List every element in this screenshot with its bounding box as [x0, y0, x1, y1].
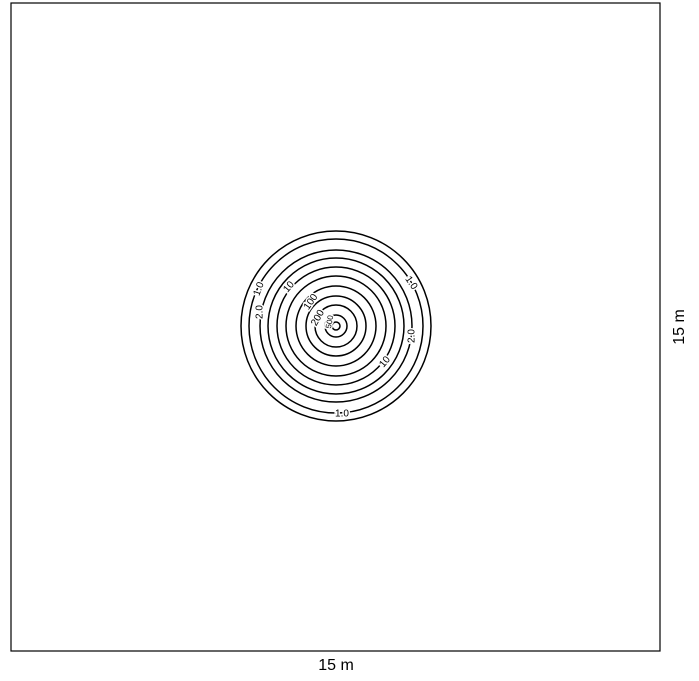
contour-label: 2.0: [255, 305, 266, 319]
contour-label: 10: [281, 279, 297, 295]
contour: [305, 295, 367, 357]
contour: [285, 275, 387, 377]
contour-label: 500: [324, 314, 335, 329]
contour: [276, 266, 396, 386]
contour: [331, 321, 341, 331]
height-label: 15 m: [671, 309, 688, 345]
contours: [240, 230, 432, 422]
room-outline: [10, 2, 661, 652]
contour-label: 1.0: [335, 409, 349, 420]
contour: [295, 285, 377, 367]
contour: [248, 238, 424, 414]
contour: [240, 230, 432, 422]
contour: [314, 304, 358, 348]
width-label: 15 m: [318, 657, 354, 674]
contour-label: 1.0: [252, 280, 267, 297]
contour: [267, 257, 405, 395]
contour-label: 2.0: [407, 329, 418, 343]
contour: [324, 314, 348, 338]
contour: [259, 249, 413, 403]
